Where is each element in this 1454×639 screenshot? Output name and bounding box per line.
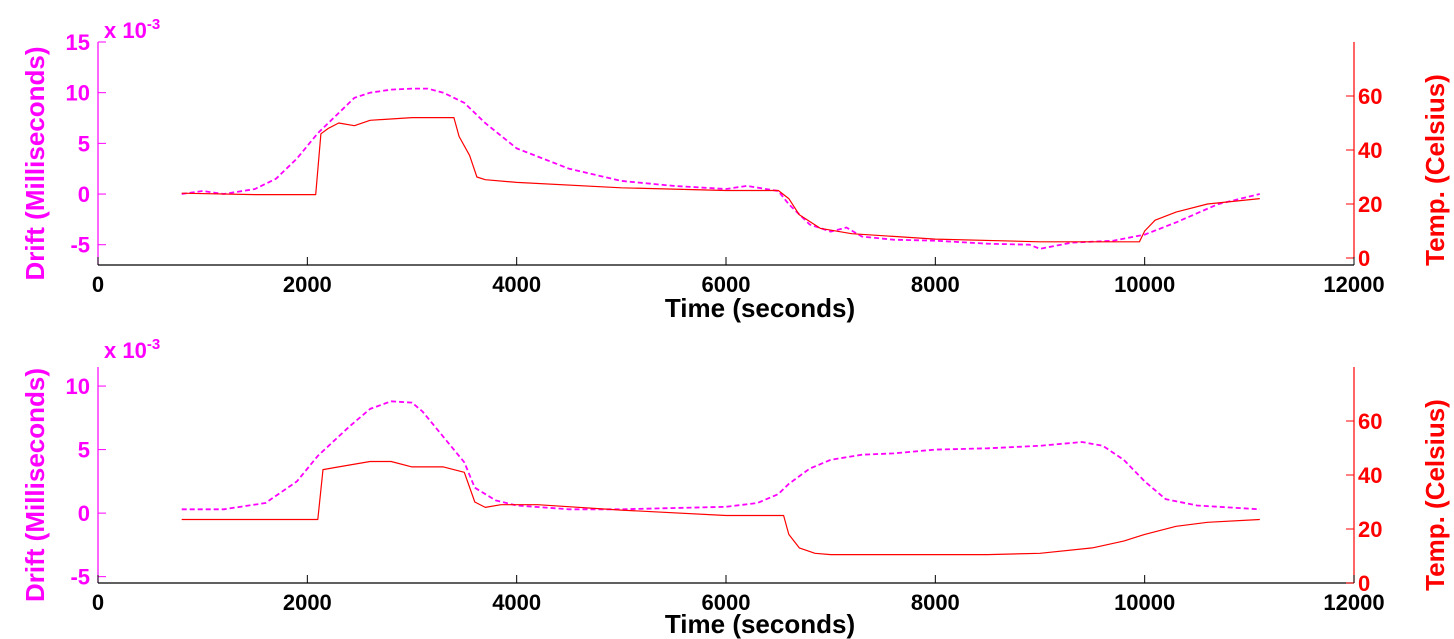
drift-series-line xyxy=(181,400,1260,511)
drift-tick-label: 10 xyxy=(66,81,90,106)
temperature-tick-label: 0 xyxy=(1358,246,1370,271)
time-tick-label: 8000 xyxy=(911,272,960,297)
time-tick-label: 6000 xyxy=(702,590,751,615)
time-tick-label: 2000 xyxy=(283,272,332,297)
time-tick-label: 0 xyxy=(92,272,104,297)
drift-axis-label: Drift (Milliseconds) xyxy=(20,46,50,280)
time-tick-label: 2000 xyxy=(283,590,332,615)
time-tick-label: 4000 xyxy=(492,272,541,297)
temperature-tick-label: 20 xyxy=(1358,192,1382,217)
time-tick-label: 12000 xyxy=(1323,272,1384,297)
drift-tick-label: 0 xyxy=(78,182,90,207)
temperature-tick-label: 60 xyxy=(1358,84,1382,109)
drift-tick-label: 5 xyxy=(78,131,90,156)
time-tick-label: 8000 xyxy=(911,590,960,615)
time-axis-label: Time (seconds) xyxy=(665,293,855,323)
drift-tick-label: 5 xyxy=(78,438,90,463)
drift-tick-label: -5 xyxy=(70,233,90,258)
drift-tick-label: 15 xyxy=(66,30,90,55)
temperature-tick-label: 60 xyxy=(1358,409,1382,434)
temperature-series-line xyxy=(181,116,1260,243)
drift-tick-label: 0 xyxy=(78,501,90,526)
temperature-tick-label: 40 xyxy=(1358,138,1382,163)
drift-scale-multiplier: x 10-3 xyxy=(104,336,160,363)
time-axis-label: Time (seconds) xyxy=(665,609,855,639)
drift-axis-label: Drift (Milliseconds) xyxy=(20,368,50,602)
temperature-axis-label: Temp. (Celsius) xyxy=(1420,74,1450,266)
drift-series-line xyxy=(181,87,1261,250)
temperature-series-line xyxy=(181,460,1260,556)
drift-scale-multiplier: x 10-3 xyxy=(104,16,160,43)
temperature-axis-label: Temp. (Celsius) xyxy=(1420,399,1450,591)
temperature-tick-label: 20 xyxy=(1358,517,1382,542)
time-tick-label: 4000 xyxy=(492,590,541,615)
time-tick-label: 10000 xyxy=(1114,272,1175,297)
time-tick-label: 6000 xyxy=(702,272,751,297)
time-tick-label: 12000 xyxy=(1323,590,1384,615)
time-tick-label: 10000 xyxy=(1114,590,1175,615)
temperature-tick-label: 0 xyxy=(1358,571,1370,596)
time-tick-label: 0 xyxy=(92,590,104,615)
temperature-tick-label: 40 xyxy=(1358,463,1382,488)
drift-tick-label: -5 xyxy=(70,565,90,590)
drift-tick-label: 10 xyxy=(66,374,90,399)
